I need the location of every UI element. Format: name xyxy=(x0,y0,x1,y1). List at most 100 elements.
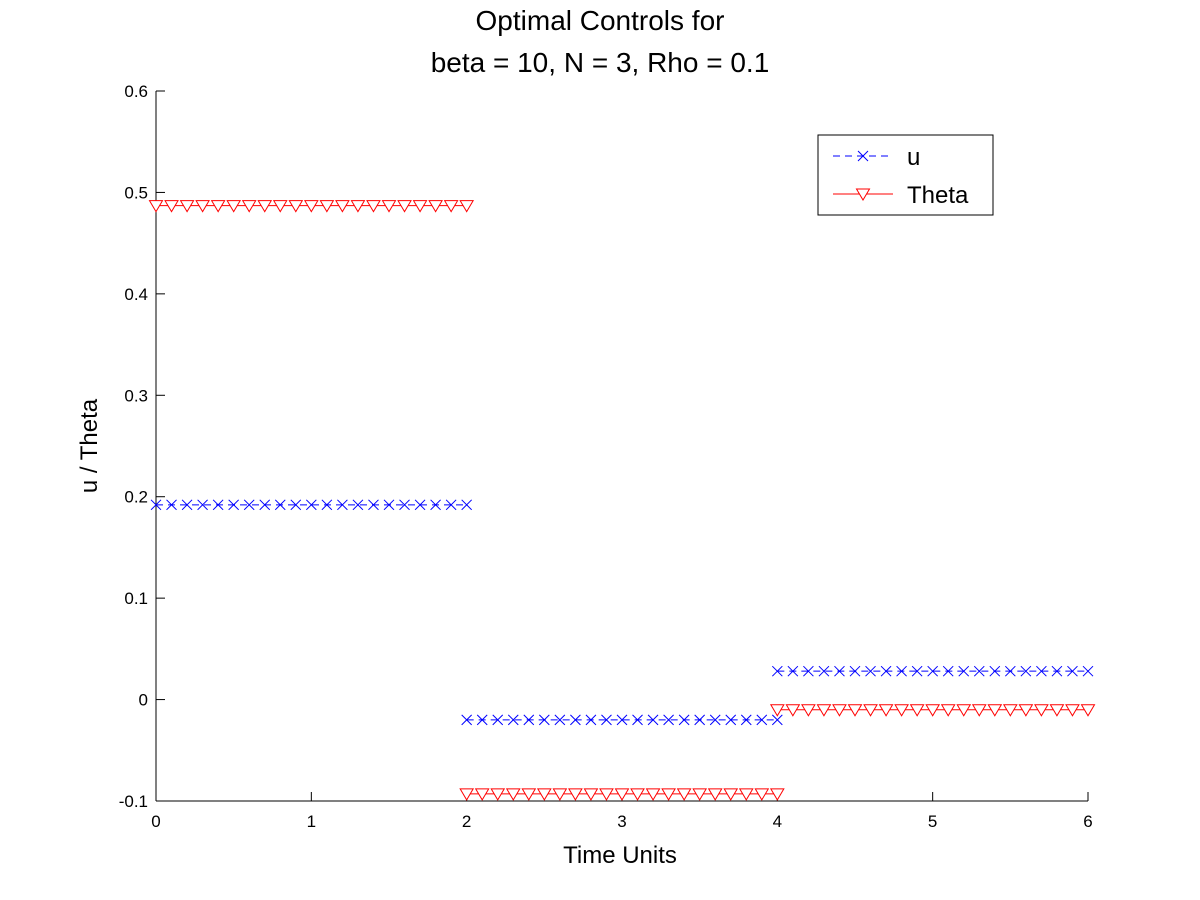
data-point-u xyxy=(476,714,488,726)
data-point-theta xyxy=(505,788,521,801)
y-axis-label: u / Theta xyxy=(76,398,103,493)
data-point-u xyxy=(647,714,659,726)
data-point-u xyxy=(1036,665,1047,677)
data-point-u xyxy=(787,665,799,677)
data-point-u xyxy=(694,714,706,726)
data-point-theta xyxy=(288,200,304,213)
data-point-u xyxy=(989,665,1001,677)
data-point-u xyxy=(166,499,177,511)
data-point-u xyxy=(150,499,162,511)
chart-title-line-1: Optimal Controls for xyxy=(476,5,725,36)
data-point-u xyxy=(725,714,737,726)
data-point-u xyxy=(927,665,939,677)
data-point-u xyxy=(771,714,783,726)
data-point-theta xyxy=(847,704,863,717)
data-point-theta xyxy=(738,788,754,801)
data-point-theta xyxy=(319,200,335,213)
data-point-u xyxy=(507,714,519,726)
y-tick-label: 0.2 xyxy=(124,488,148,507)
legend-marker-triangle-down-icon xyxy=(855,188,871,201)
y-tick-label: 0.5 xyxy=(124,183,148,202)
data-point-theta xyxy=(257,200,273,213)
data-point-u xyxy=(678,714,690,726)
data-point-theta xyxy=(536,788,552,801)
data-point-theta xyxy=(630,788,645,801)
data-point-u xyxy=(399,499,410,511)
x-tick-label: 2 xyxy=(462,812,471,831)
data-point-u xyxy=(290,499,302,511)
x-axis-label: Time Units xyxy=(563,842,677,869)
data-point-theta xyxy=(335,200,350,213)
data-point-u xyxy=(1004,665,1016,677)
data-point-theta xyxy=(894,704,909,717)
data-point-theta xyxy=(1080,704,1096,717)
data-point-theta xyxy=(443,200,459,213)
data-point-theta xyxy=(303,200,319,213)
data-point-theta xyxy=(769,704,785,717)
y-tick-label: 0.1 xyxy=(124,589,148,608)
data-point-theta xyxy=(661,788,676,801)
y-tick-label: 0.4 xyxy=(124,285,148,304)
data-point-theta xyxy=(925,704,941,717)
data-point-theta xyxy=(195,200,210,213)
chart-title-line-2: beta = 10, N = 3, Rho = 0.1 xyxy=(431,47,770,78)
data-point-theta xyxy=(676,788,692,801)
data-point-theta xyxy=(474,788,490,801)
y-tick-label: -0.1 xyxy=(119,792,148,811)
data-point-u xyxy=(896,665,907,677)
data-point-theta xyxy=(707,788,723,801)
x-tick-label: 3 xyxy=(617,812,626,831)
data-point-theta xyxy=(350,200,366,213)
data-point-theta xyxy=(940,704,956,717)
data-point-u xyxy=(709,714,721,726)
data-point-u xyxy=(461,714,473,726)
data-point-theta xyxy=(148,200,164,213)
data-point-theta xyxy=(878,704,894,717)
data-point-theta xyxy=(1034,704,1049,717)
legend-marker-x-icon xyxy=(857,150,869,162)
data-point-u xyxy=(461,499,473,511)
series-theta xyxy=(148,200,1096,801)
data-point-u xyxy=(414,499,426,511)
data-point-u xyxy=(803,665,814,677)
data-point-u xyxy=(834,665,845,677)
data-point-u xyxy=(274,499,286,511)
data-point-theta xyxy=(552,788,568,801)
data-point-theta xyxy=(645,788,661,801)
x-tick-label: 5 xyxy=(928,812,937,831)
data-point-theta xyxy=(971,704,987,717)
data-point-theta xyxy=(521,788,537,801)
data-point-theta xyxy=(164,200,179,213)
data-point-theta xyxy=(459,788,475,801)
data-point-u xyxy=(337,499,348,511)
data-point-u xyxy=(880,665,892,677)
data-point-u xyxy=(1082,665,1094,677)
data-point-u xyxy=(523,714,535,726)
data-point-u xyxy=(958,665,970,677)
data-point-theta xyxy=(241,200,257,213)
data-point-u xyxy=(1051,665,1063,677)
data-point-theta xyxy=(272,200,288,213)
data-point-u xyxy=(554,714,566,726)
data-point-u xyxy=(445,499,457,511)
data-point-u xyxy=(228,499,240,511)
data-point-theta xyxy=(723,788,739,801)
data-point-theta xyxy=(801,704,816,717)
data-point-theta xyxy=(785,704,801,717)
data-point-u xyxy=(212,499,224,511)
data-point-u xyxy=(538,714,550,726)
data-point-u xyxy=(585,714,597,726)
data-point-theta xyxy=(754,788,770,801)
data-point-theta xyxy=(428,200,443,213)
data-point-u xyxy=(352,499,364,511)
data-point-theta xyxy=(987,704,1003,717)
data-point-theta xyxy=(226,200,242,213)
data-point-u xyxy=(663,714,674,726)
data-point-theta xyxy=(210,200,226,213)
data-point-theta xyxy=(568,788,583,801)
x-tick-label: 4 xyxy=(773,812,782,831)
data-point-u xyxy=(973,665,985,677)
data-point-u xyxy=(197,499,208,511)
y-axis-ticks: -0.1 0 0.1 0.2 0.3 0.4 0.5 0.6 xyxy=(119,82,165,811)
